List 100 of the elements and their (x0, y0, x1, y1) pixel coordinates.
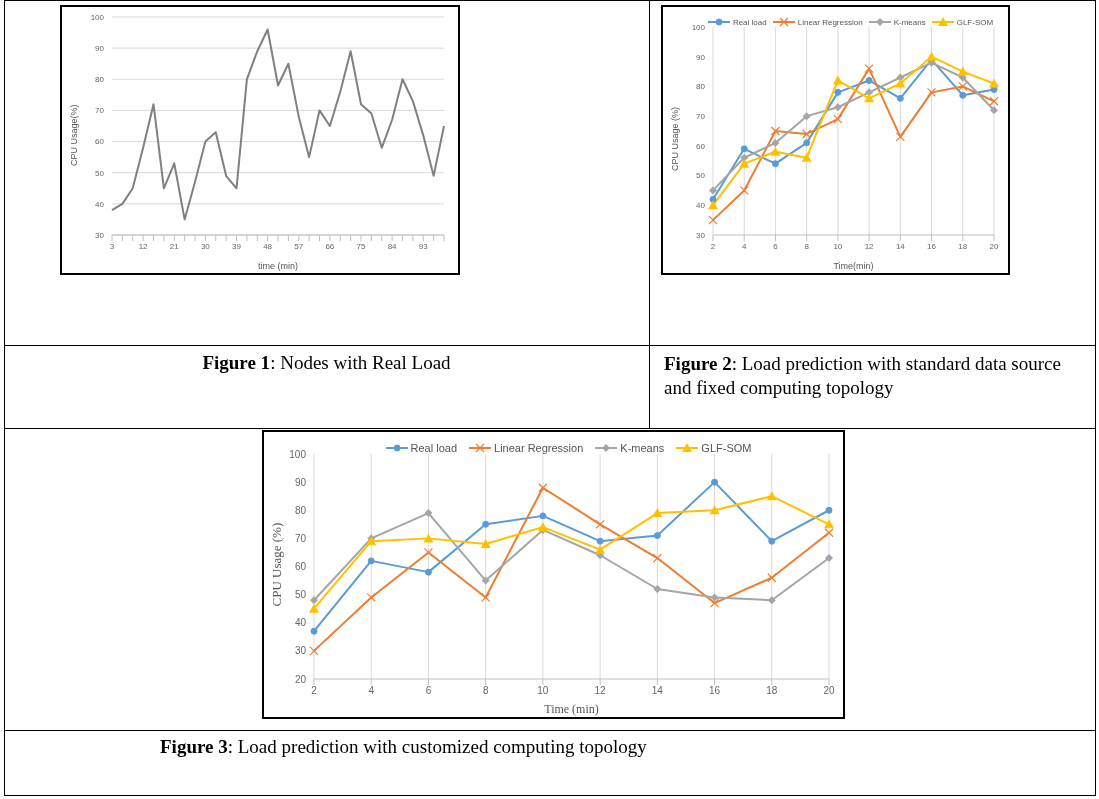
point (770, 146, 781, 156)
y-tick-label: 100 (289, 448, 307, 460)
x-tick-label: 57 (294, 241, 304, 251)
x-tick-label: 4 (742, 241, 747, 251)
x-tick-label: 20 (989, 241, 999, 251)
x-tick-label: 12 (864, 241, 875, 251)
x-tick-label: 8 (804, 241, 810, 251)
legend-label: Real load (732, 17, 767, 27)
point (833, 103, 842, 112)
x-tick-label: 21 (169, 241, 180, 251)
point (959, 91, 967, 99)
point (309, 603, 319, 613)
point (310, 596, 318, 605)
y-tick-label: 40 (696, 201, 706, 211)
x-tick-label: 39 (232, 241, 242, 251)
y-tick-label: 100 (691, 22, 706, 32)
point (710, 593, 719, 602)
point (652, 553, 662, 563)
y-tick-label: 30 (294, 645, 307, 657)
legend-label: GLF-SOM (701, 442, 752, 454)
point (708, 215, 718, 225)
y-tick-label: 90 (294, 476, 307, 488)
point (825, 554, 833, 563)
point (958, 81, 968, 92)
point (653, 585, 662, 593)
point (740, 145, 748, 153)
y-tick-label: 20 (294, 673, 307, 685)
x-tick-label: 18 (766, 685, 778, 697)
x-tick-label: 75 (356, 241, 366, 251)
y-tick-label: 80 (95, 75, 105, 85)
point (709, 505, 720, 515)
x-tick-label: 10 (537, 685, 549, 697)
line-series (111, 28, 445, 221)
x-tick-label: 2 (311, 685, 318, 697)
point (423, 547, 434, 558)
x-tick-label: 18 (958, 241, 968, 251)
point (926, 51, 937, 61)
point (926, 87, 937, 97)
point (366, 592, 376, 603)
y-tick-label: 50 (95, 168, 105, 178)
point (709, 195, 717, 203)
point (802, 112, 811, 121)
point (766, 491, 777, 501)
x-tick-label: 14 (651, 685, 664, 697)
y-tick-label: 60 (95, 137, 105, 147)
y-tick-label: 40 (95, 199, 105, 209)
point (865, 76, 873, 84)
y-tick-label: 40 (294, 617, 307, 629)
y-tick-label: 70 (294, 532, 307, 544)
point (709, 186, 717, 195)
x-tick-label: 16 (927, 241, 937, 251)
legend-label: K-means (620, 442, 665, 454)
x-tick-label: 84 (387, 241, 398, 251)
x-tick-label: 8 (482, 685, 489, 697)
point (989, 96, 999, 106)
y-tick-label: 50 (696, 171, 706, 181)
caption: Figure 1: Nodes with Real Load (202, 352, 451, 373)
point (771, 138, 780, 147)
x-axis-title: Time (min) (544, 702, 599, 716)
point (824, 519, 834, 529)
point (771, 160, 779, 168)
point (595, 544, 606, 554)
x-tick-label: 6 (773, 241, 779, 251)
point (801, 152, 812, 162)
x-axis-title: Time(min) (833, 261, 874, 271)
x-tick-label: 12 (594, 685, 607, 697)
point (653, 532, 661, 540)
y-tick-label: 80 (294, 504, 307, 516)
point (770, 126, 781, 136)
y-tick-label: 80 (696, 82, 706, 92)
x-tick-label: 2 (710, 241, 716, 251)
y-tick-label: 30 (95, 230, 105, 240)
point (864, 63, 874, 74)
point (423, 533, 434, 543)
x-tick-label: 10 (833, 241, 843, 251)
point (768, 537, 776, 545)
point (739, 185, 749, 196)
x-tick-label: 12 (138, 241, 149, 251)
x-tick-label: 16 (708, 685, 721, 697)
point (480, 539, 491, 548)
x-axis-title: time (min) (258, 261, 298, 271)
legend-label: Linear Regression (494, 442, 584, 454)
x-tick-label: 93 (418, 241, 429, 251)
point (824, 528, 834, 538)
x-tick-label: 14 (895, 241, 906, 251)
point (310, 627, 318, 635)
point (538, 483, 548, 493)
y-axis-title: CPU Usage (%) (670, 106, 681, 171)
point (595, 519, 605, 529)
legend-label: Linear Regression (797, 17, 863, 27)
point (767, 573, 777, 583)
point (424, 568, 432, 576)
point (367, 557, 375, 565)
y-tick-label: 70 (696, 111, 706, 121)
x-tick-label: 4 (368, 685, 375, 697)
x-tick-label: 48 (263, 241, 273, 251)
y-tick-label: 60 (696, 141, 706, 151)
x-tick-label: 66 (325, 241, 335, 251)
y-tick-label: 50 (294, 589, 307, 601)
point (802, 129, 812, 139)
